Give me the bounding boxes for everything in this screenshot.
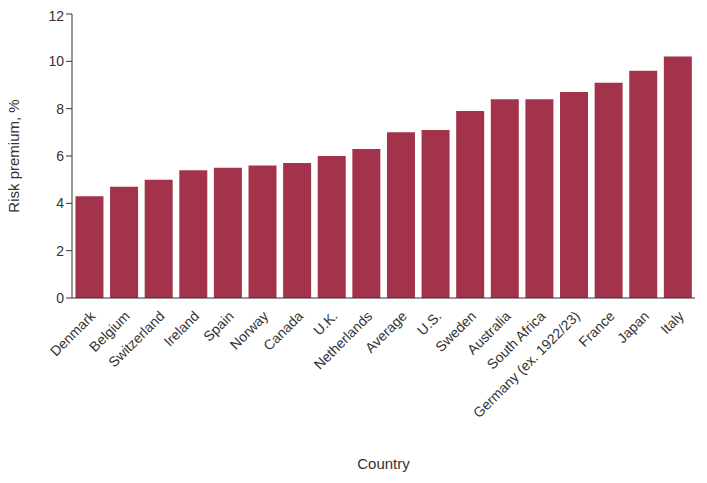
svg-text:Australia: Australia <box>463 307 514 358</box>
svg-text:12: 12 <box>48 8 64 24</box>
svg-text:Belgium: Belgium <box>85 307 133 355</box>
svg-text:France: France <box>575 308 617 350</box>
svg-text:6: 6 <box>56 148 64 164</box>
svg-text:Japan: Japan <box>614 308 652 346</box>
svg-text:Denmark: Denmark <box>47 307 99 359</box>
svg-text:Risk premium, %: Risk premium, % <box>8 99 22 212</box>
svg-text:Switzerland: Switzerland <box>105 308 167 370</box>
svg-text:Canada: Canada <box>260 308 306 354</box>
svg-text:Germany (ex. 1922/23): Germany (ex. 1922/23) <box>470 308 583 421</box>
svg-text:Italy: Italy <box>657 308 686 337</box>
svg-text:U.S.: U.S. <box>414 308 445 339</box>
svg-text:Country: Country <box>357 455 410 472</box>
svg-text:Norway: Norway <box>226 307 272 353</box>
svg-text:2: 2 <box>56 243 64 259</box>
svg-text:0: 0 <box>56 290 64 306</box>
svg-text:10: 10 <box>48 53 64 69</box>
svg-text:Sweden: Sweden <box>432 307 480 355</box>
svg-text:U.K.: U.K. <box>310 308 341 339</box>
svg-text:Ireland: Ireland <box>161 308 203 350</box>
svg-text:South Africa: South Africa <box>483 307 549 373</box>
svg-text:Spain: Spain <box>200 307 237 345</box>
svg-text:4: 4 <box>56 195 64 211</box>
svg-text:8: 8 <box>56 101 64 117</box>
svg-text:Average: Average <box>362 308 410 356</box>
svg-text:Netherlands: Netherlands <box>310 307 376 373</box>
